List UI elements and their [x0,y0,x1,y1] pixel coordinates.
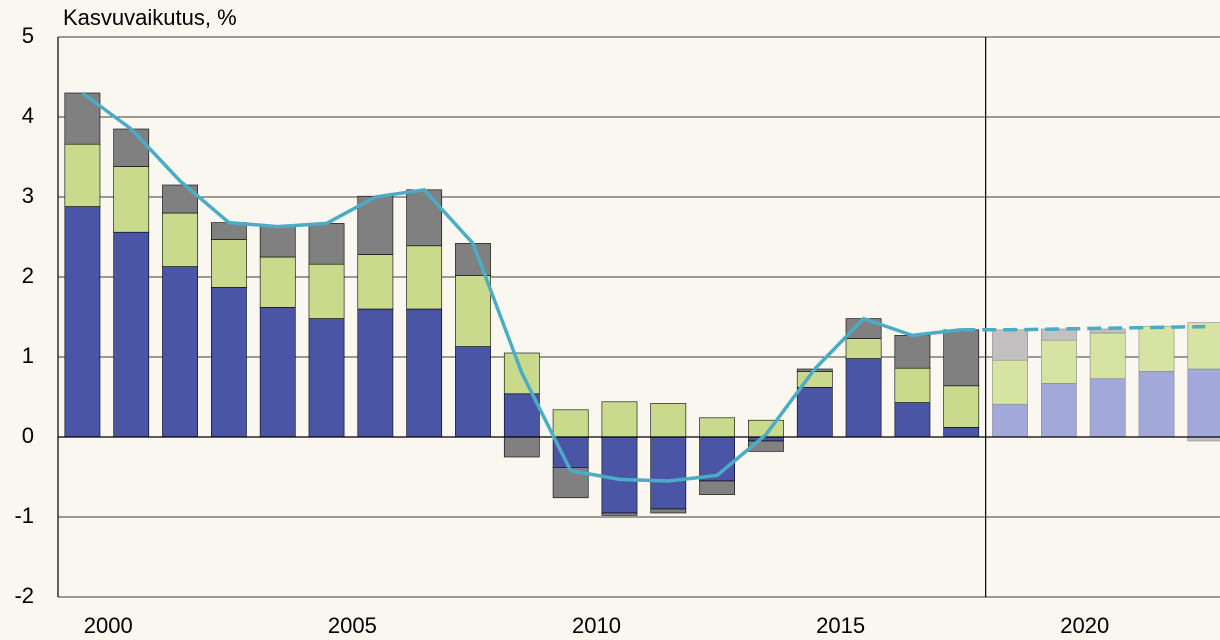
bar-segment [259,226,296,258]
bar-segment [601,401,638,438]
y-tick-label: 1 [22,343,34,368]
bar-segment [211,287,247,438]
bar-segment [1041,383,1077,438]
bar-segment [406,245,443,310]
bar-segment [162,212,198,267]
x-tick-label: 2015 [816,613,865,638]
bar-segment [943,385,980,428]
bar-segment [455,275,491,347]
bar-segment [1041,339,1077,384]
bar-segment [406,189,443,247]
bar-segment [1138,371,1175,438]
y-tick-label: -2 [14,583,34,608]
bar-segment [552,436,589,468]
y-tick-label: 0 [22,423,34,448]
bar-segment [943,427,980,438]
bar-segment [308,223,345,265]
bar-segment [64,206,101,438]
y-tick-label: 2 [22,263,34,288]
line [81,91,962,483]
y-tick-label: 3 [22,183,34,208]
bar-segment [357,308,394,438]
y-tick-label: 4 [22,103,34,128]
bar-segment [650,508,687,514]
x-tick-label: 2005 [328,613,377,638]
bar-segment [211,239,247,288]
bar-segment [1138,326,1175,372]
bar-segment [796,387,833,438]
x-tick-label: 2000 [84,613,133,638]
bar-segment [699,480,735,495]
bar-segment [1089,328,1126,334]
bar-segment [113,231,150,438]
bar-segment [259,307,296,438]
y-tick-label: 5 [22,23,34,48]
bar-segment [308,318,345,438]
bar-segment [406,308,443,438]
y-tick-label: -1 [14,503,34,528]
bar-segment [894,402,931,438]
x-tick-label: 2010 [572,613,621,638]
bar-segment [992,403,1028,438]
bar-segment [601,512,638,516]
bar-segment [894,367,931,403]
bar-segment [699,417,735,438]
bar-segment [992,359,1028,405]
bar-segment [552,409,589,438]
bar-segment [503,436,540,458]
bar-segment [943,329,980,387]
bar-segment [1187,368,1220,438]
bar-segment [894,335,931,369]
bar-segment [992,329,1028,361]
bar-segment [845,358,882,438]
bar-segment [113,166,150,233]
bar-segment [1187,322,1220,370]
x-tick-label: 2020 [1060,613,1109,638]
bar-segment [1089,378,1126,438]
bar-segment [1089,332,1126,379]
bar-segment [113,128,150,167]
bar-segment [601,436,638,514]
bar-segment [455,346,491,438]
bar-segment [650,436,687,510]
bar-segment [64,143,101,207]
bar-segment [162,266,198,438]
bar-segment [748,440,784,452]
bar-segment [357,254,394,310]
bar-segment [845,338,882,359]
bar-segment [650,403,687,438]
bar-segment [308,263,345,319]
chart-title: Kasvuvaikutus, % [63,5,237,30]
bar-segment [259,256,296,308]
